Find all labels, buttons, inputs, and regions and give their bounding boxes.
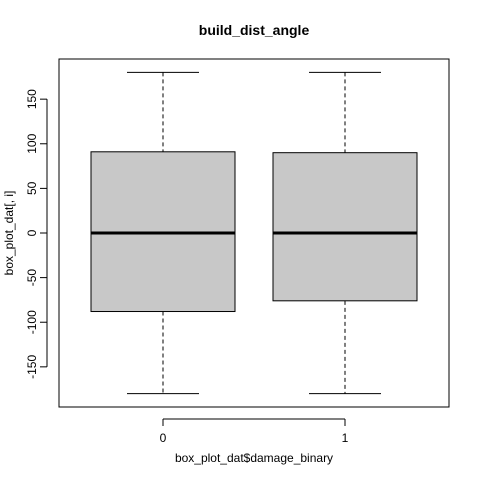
iqr-box — [272, 152, 418, 302]
box-group-1 — [272, 71, 418, 395]
y-tick-label: 150 — [25, 89, 39, 109]
y-tick-label: 0 — [25, 229, 39, 236]
boxes-layer — [90, 71, 418, 395]
x-tick-label: 0 — [160, 431, 167, 445]
x-axis-label: box_plot_dat$damage_binary — [175, 451, 333, 465]
y-tick-label: 100 — [25, 133, 39, 153]
y-tick-label: 50 — [25, 181, 39, 195]
y-tick-label: -50 — [25, 269, 39, 287]
chart-title: build_dist_angle — [199, 22, 310, 38]
x-tick-label: 1 — [342, 431, 349, 445]
y-axis-label: box_plot_dat[, i] — [2, 191, 16, 276]
y-tick-label: -100 — [25, 310, 39, 334]
y-tick-label: -150 — [25, 355, 39, 379]
box-group-0 — [90, 71, 236, 395]
y-axis: -150 -100 -50 0 50 100 150 — [25, 89, 48, 379]
plot-frame — [58, 58, 450, 408]
